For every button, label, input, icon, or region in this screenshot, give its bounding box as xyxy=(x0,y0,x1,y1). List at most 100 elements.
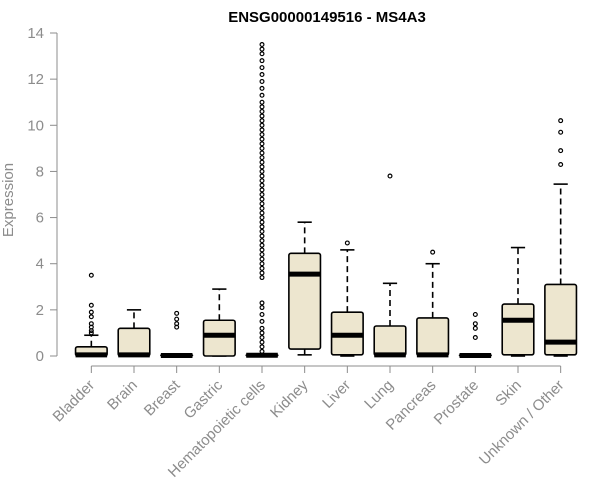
y-tick-label: 6 xyxy=(36,210,44,227)
outlier-point xyxy=(558,118,564,124)
outlier-point xyxy=(259,348,265,354)
outlier-point xyxy=(472,335,478,341)
outlier-point xyxy=(387,173,393,179)
outlier-point xyxy=(259,300,265,306)
outlier-point xyxy=(259,182,265,188)
outlier-point xyxy=(259,205,265,211)
box-lung xyxy=(373,173,407,358)
box-kidney xyxy=(288,221,322,356)
outlier-point xyxy=(259,113,265,119)
outlier-point xyxy=(259,339,265,345)
outlier-point xyxy=(259,132,265,138)
chart-title: ENSG00000149516 - MS4A3 xyxy=(228,9,426,26)
y-tick-label: 0 xyxy=(36,348,44,365)
outlier-point xyxy=(88,272,94,278)
outlier-point xyxy=(88,314,94,320)
outlier-point xyxy=(259,201,265,207)
outlier-point xyxy=(259,78,265,84)
outlier-point xyxy=(259,265,265,271)
outlier-point xyxy=(259,305,265,311)
outlier-point xyxy=(259,330,265,336)
iqr-box xyxy=(373,325,407,357)
x-tick-label: Bladder xyxy=(50,377,99,426)
x-tick-label: Skin xyxy=(492,377,525,410)
outlier-point xyxy=(259,42,265,48)
y-tick-label: 10 xyxy=(27,117,44,134)
x-tick-label: Breast xyxy=(141,376,184,419)
y-tick-label: 4 xyxy=(36,256,44,273)
x-tick-label: Prostate xyxy=(431,377,483,429)
x-tick-label: Lung xyxy=(361,377,397,413)
outlier-point xyxy=(259,335,265,341)
y-axis-label: Expression xyxy=(0,163,17,237)
x-tick-label: Kidney xyxy=(267,376,312,421)
outlier-point xyxy=(259,51,265,57)
outlier-point xyxy=(558,162,564,168)
iqr-box xyxy=(501,303,535,356)
outlier-point xyxy=(259,187,265,193)
iqr-box xyxy=(117,327,151,357)
outlier-point xyxy=(259,122,265,128)
outlier-point xyxy=(259,219,265,225)
outlier-point xyxy=(88,302,94,308)
outlier-point xyxy=(558,129,564,135)
outlier-point xyxy=(259,224,265,230)
x-tick-label: Brain xyxy=(104,377,141,414)
iqr-box xyxy=(288,252,322,350)
outlier-point xyxy=(174,310,180,316)
box-breast xyxy=(160,310,194,359)
boxes-group xyxy=(74,42,578,359)
outlier-point xyxy=(259,256,265,262)
outlier-point xyxy=(558,148,564,154)
box-pancreas xyxy=(416,249,450,358)
outlier-point xyxy=(259,136,265,142)
y-tick-label: 14 xyxy=(27,25,44,42)
outlier-point xyxy=(259,178,265,184)
outlier-point xyxy=(259,210,265,216)
box-liver xyxy=(330,240,364,357)
outlier-point xyxy=(259,215,265,221)
outlier-point xyxy=(259,155,265,161)
box-skin xyxy=(501,246,535,357)
outlier-point xyxy=(259,65,265,71)
outlier-point xyxy=(88,309,94,315)
outlier-point xyxy=(259,251,265,257)
outlier-point xyxy=(259,261,265,267)
outlier-point xyxy=(259,46,265,52)
y-tick-label: 2 xyxy=(36,302,44,319)
box-brain xyxy=(117,309,151,358)
outlier-point xyxy=(472,325,478,331)
outlier-point xyxy=(259,58,265,64)
outlier-point xyxy=(259,108,265,114)
box-gastric xyxy=(202,288,236,357)
outlier-point xyxy=(259,270,265,276)
outlier-point xyxy=(259,145,265,151)
outlier-point xyxy=(88,321,94,327)
outlier-point xyxy=(472,321,478,327)
box-bladder xyxy=(74,272,108,358)
outlier-point xyxy=(259,318,265,324)
outlier-point xyxy=(88,330,94,336)
outlier-point xyxy=(472,311,478,317)
outlier-point xyxy=(259,92,265,98)
outlier-point xyxy=(259,99,265,105)
box-prostate xyxy=(458,311,492,359)
outlier-point xyxy=(259,127,265,133)
outlier-point xyxy=(259,233,265,239)
outlier-point xyxy=(259,164,265,170)
box-hematopoietic-cells xyxy=(245,42,279,358)
y-tick-label: 8 xyxy=(36,163,44,180)
outlier-point xyxy=(259,192,265,198)
outlier-point xyxy=(259,85,265,91)
outlier-point xyxy=(259,247,265,253)
iqr-box xyxy=(202,319,236,357)
box-unknown-other xyxy=(544,118,578,357)
iqr-box xyxy=(544,283,578,356)
outlier-point xyxy=(430,249,436,255)
outlier-point xyxy=(259,173,265,179)
outlier-point xyxy=(259,141,265,147)
outlier-point xyxy=(259,196,265,202)
x-tick-label: Liver xyxy=(319,377,354,412)
y-tick-label: 12 xyxy=(27,71,44,88)
